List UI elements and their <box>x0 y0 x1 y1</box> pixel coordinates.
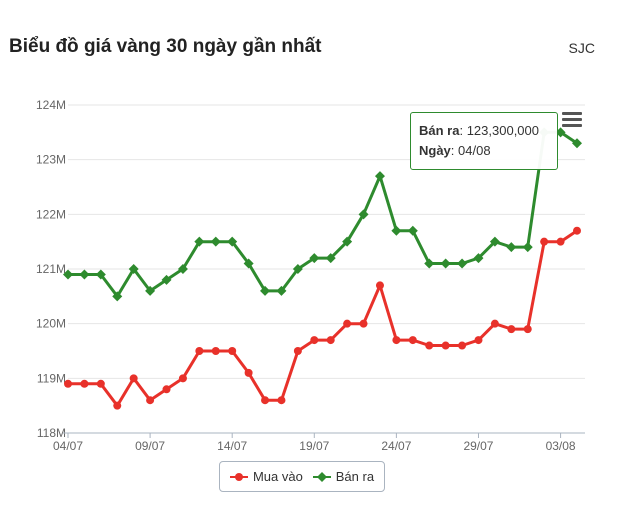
legend-item-sell[interactable]: Bán ra <box>312 469 375 484</box>
buy-point <box>244 368 253 377</box>
sell-point <box>342 236 353 247</box>
buy-point <box>474 336 483 345</box>
buy-point <box>277 396 286 405</box>
buy-point <box>80 379 89 388</box>
sell-point <box>243 258 254 269</box>
legend-sell-label: Bán ra <box>335 469 375 484</box>
sell-point <box>112 291 123 302</box>
buy-point <box>408 336 417 345</box>
buy-point <box>129 374 138 383</box>
chart-legend: Mua vào Bán ra <box>219 461 385 492</box>
sell-point <box>489 236 500 247</box>
buy-point <box>556 237 565 246</box>
sell-point <box>407 225 418 236</box>
buy-point <box>211 347 220 355</box>
x-tick-label: 29/07 <box>463 439 493 453</box>
buy-point <box>310 336 319 345</box>
sell-point <box>292 264 303 274</box>
buy-point <box>64 379 72 388</box>
sell-point <box>260 285 271 296</box>
sell-point <box>63 269 73 280</box>
sell-point <box>210 236 221 247</box>
sell-point <box>95 269 106 280</box>
buy-point <box>441 341 450 350</box>
sell-point <box>555 127 566 138</box>
buy-point <box>573 226 581 235</box>
buy-point <box>507 325 516 334</box>
buy-point <box>228 347 237 355</box>
tooltip-label-price: Bán ra <box>419 123 460 138</box>
buy-point <box>540 237 549 246</box>
sell-point <box>374 171 385 182</box>
y-tick-label: 119M <box>37 371 66 385</box>
x-tick-label: 24/07 <box>381 439 411 453</box>
sell-point <box>522 242 533 253</box>
y-tick-label: 124M <box>36 98 66 112</box>
buy-point <box>146 396 155 405</box>
buy-point <box>343 319 352 328</box>
legend-sell-symbol <box>312 471 331 482</box>
sell-point <box>128 264 139 274</box>
y-tick-label: 123M <box>36 153 66 167</box>
buy-point <box>96 379 105 388</box>
tooltip-label-date: Ngày <box>419 143 451 158</box>
sell-point <box>177 264 188 274</box>
sell-point <box>79 269 90 280</box>
buy-point <box>178 374 187 383</box>
x-tick-label: 04/07 <box>53 439 83 453</box>
buy-point <box>326 336 335 345</box>
sell-point <box>276 285 287 296</box>
buy-point <box>113 401 122 410</box>
y-tick-label: 120M <box>36 317 66 331</box>
buy-point <box>375 281 384 290</box>
y-tick-label: 122M <box>36 207 66 221</box>
buy-point <box>523 325 532 334</box>
sell-point <box>325 253 336 264</box>
buy-point <box>359 319 368 328</box>
sell-point <box>457 258 468 269</box>
legend-item-buy[interactable]: Mua vào <box>229 469 303 484</box>
sell-point <box>391 225 402 236</box>
legend-buy-symbol <box>229 472 248 481</box>
buy-point <box>261 396 270 405</box>
chart-tooltip: Bán ra: 123,300,000 Ngày: 04/08 <box>410 112 558 170</box>
chart-title: Biểu đồ giá vàng 30 ngày gần nhất <box>9 36 322 57</box>
y-tick-label: 118M <box>37 426 66 440</box>
buy-point <box>490 319 499 328</box>
sell-point <box>473 253 484 264</box>
x-tick-label: 14/07 <box>217 439 247 453</box>
legend-buy-label: Mua vào <box>252 469 303 484</box>
sell-point <box>227 236 238 247</box>
chart-menu-icon[interactable] <box>562 112 582 128</box>
buy-point <box>293 347 302 355</box>
sell-point <box>572 138 582 149</box>
buy-point <box>425 341 434 350</box>
buy-point <box>458 341 467 350</box>
tooltip-value-price: 123,300,000 <box>466 123 539 138</box>
sell-point <box>506 242 517 253</box>
y-tick-label: 121M <box>36 262 66 276</box>
sell-point <box>145 285 156 296</box>
x-tick-label: 03/08 <box>546 439 576 453</box>
x-tick-label: 19/07 <box>299 439 329 453</box>
sell-point <box>309 253 320 264</box>
sell-point <box>440 258 451 269</box>
sell-point <box>424 258 435 269</box>
brand-label: SJC <box>568 40 595 56</box>
buy-point <box>162 385 171 394</box>
sell-point <box>358 209 369 220</box>
buy-point <box>392 336 401 345</box>
tooltip-value-date: 04/08 <box>458 143 491 158</box>
sell-point <box>161 274 172 285</box>
sell-point <box>194 236 205 247</box>
buy-point <box>195 347 204 355</box>
x-tick-label: 09/07 <box>135 439 165 453</box>
